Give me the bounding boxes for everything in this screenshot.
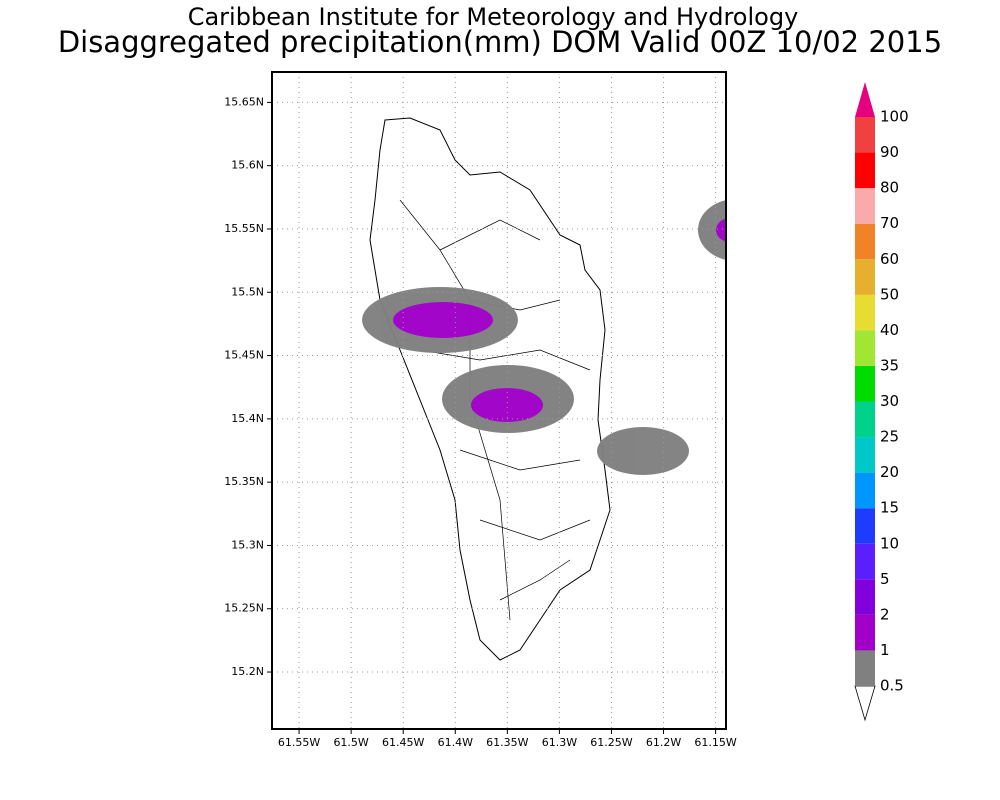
y-tick-label: 15.45N xyxy=(224,349,264,362)
colorbar-above xyxy=(855,82,875,117)
x-tick-label: 61.2W xyxy=(646,736,681,749)
colorbar-segment xyxy=(855,223,875,260)
y-tick-label: 15.3N xyxy=(231,538,264,551)
colorbar-segment xyxy=(855,579,875,615)
colorbar-label: 80 xyxy=(880,179,899,197)
y-tick-label: 15.55N xyxy=(224,222,264,235)
y-tick-label: 15.35N xyxy=(224,475,264,488)
colorbar-segment xyxy=(855,508,875,544)
y-tick-label: 15.4N xyxy=(231,412,264,425)
colorbar-segment xyxy=(855,294,875,331)
colorbar-label: 1 xyxy=(880,641,890,659)
y-tick-label: 15.5N xyxy=(231,285,264,298)
colorbar-segment xyxy=(855,365,875,402)
colorbar-segment xyxy=(855,259,875,295)
x-tick-label: 61.4W xyxy=(438,736,473,749)
colorbar-segment xyxy=(855,117,875,153)
colorbar-label: 2 xyxy=(880,605,890,623)
rain-areas xyxy=(362,200,726,475)
colorbar-segment xyxy=(855,614,875,651)
colorbar-label: 10 xyxy=(880,534,899,552)
map-area xyxy=(272,72,726,729)
x-tick-label: 61.3W xyxy=(542,736,577,749)
colorbar-segment xyxy=(855,152,875,189)
colorbar-label: 20 xyxy=(880,463,899,481)
colorbar-label: 0.5 xyxy=(880,677,904,695)
map-frame xyxy=(271,71,727,730)
colorbar-label: 60 xyxy=(880,250,899,268)
colorbar-label: 100 xyxy=(880,108,909,126)
x-tick-label: 61.45W xyxy=(382,736,424,749)
colorbar-label: 40 xyxy=(880,321,899,339)
colorbar-label: 35 xyxy=(880,356,899,374)
y-tick-label: 15.65N xyxy=(224,95,264,108)
x-tick-label: 61.35W xyxy=(486,736,528,749)
y-tick-label: 15.6N xyxy=(231,159,264,172)
x-tick-label: 61.5W xyxy=(333,736,368,749)
colorbar-segment xyxy=(855,437,875,473)
colorbar-segment xyxy=(855,650,875,686)
y-tick-label: 15.2N xyxy=(231,665,264,678)
colorbar-label: 15 xyxy=(880,499,899,517)
colorbar-label: 90 xyxy=(880,143,899,161)
colorbar-label: 5 xyxy=(880,570,890,588)
colorbar-segment xyxy=(855,401,875,438)
colorbar-segment xyxy=(855,188,875,224)
subtitle: Disaggregated precipitation(mm) DOM Vali… xyxy=(58,25,942,59)
colorbar-segment xyxy=(855,472,875,509)
y-tick-label: 15.25N xyxy=(224,602,264,615)
x-tick-label: 61.15W xyxy=(694,736,736,749)
colorbar-label: 25 xyxy=(880,428,899,446)
colorbar-segment xyxy=(855,330,875,366)
colorbar-label: 70 xyxy=(880,214,899,232)
colorbar-segment xyxy=(855,543,875,580)
x-tick-label: 61.55W xyxy=(278,736,320,749)
title: Caribbean Institute for Meteorology and … xyxy=(188,3,799,31)
colorbar-below xyxy=(854,685,876,722)
x-tick-label: 61.25W xyxy=(590,736,632,749)
colorbar-label: 30 xyxy=(880,392,899,410)
colorbar-label: 50 xyxy=(880,285,899,303)
